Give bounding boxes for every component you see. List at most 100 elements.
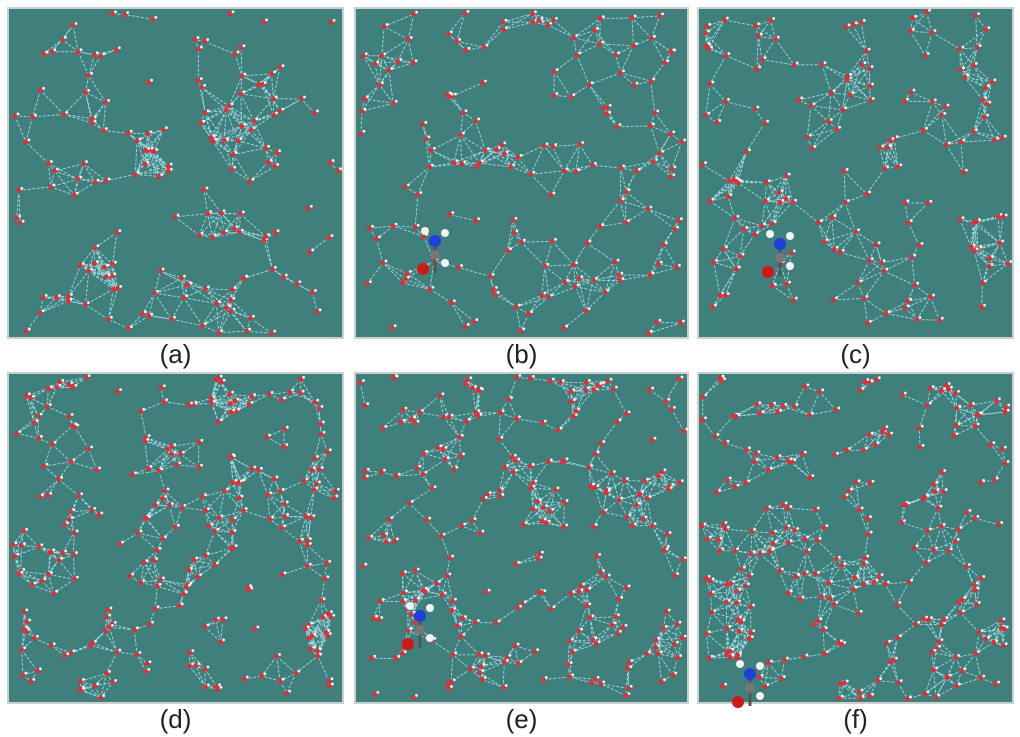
hydrogen-atom [708, 630, 711, 633]
hydrogen-atom [904, 392, 907, 395]
hydrogen-atom [256, 626, 259, 629]
hydrogen-atom [846, 680, 849, 683]
hydrogen-atom [149, 130, 152, 133]
hydrogen-atom [629, 514, 632, 517]
hydrogen-atom [409, 270, 412, 273]
hydrogen-atom [234, 516, 237, 519]
hydrogen-atom [840, 639, 843, 642]
hydrogen-atom [938, 694, 941, 697]
hydrogen-atom [835, 601, 838, 604]
hydrogen-atom [766, 683, 769, 686]
hydrogen-atom [556, 68, 559, 71]
hydrogen-atom [231, 103, 234, 106]
hydrogen-atom [459, 622, 462, 625]
hydrogen-atom [609, 104, 612, 107]
hydrogen-atom [808, 548, 811, 551]
hydrogen-atom [546, 263, 549, 266]
hydrogen-atom [385, 532, 388, 535]
hydrogen-atom [190, 567, 193, 570]
hydrogen-atom [16, 553, 19, 556]
nitrogen-atom [429, 235, 441, 247]
hydrogen-atom [94, 120, 97, 123]
hydrogen-atom [666, 547, 669, 550]
hydrogen-atom [518, 374, 521, 377]
hydrogen-atom [198, 662, 201, 665]
hydrogen-atom [462, 132, 465, 135]
hydrogen-atom [1004, 446, 1007, 449]
hydrogen-atom [40, 413, 43, 416]
hydrogen-atom [629, 665, 632, 668]
hydrogen-atom [871, 432, 874, 435]
hydrogen-atom [786, 262, 794, 270]
hydrogen-atom [80, 48, 83, 51]
hydrogen-atom [935, 546, 938, 549]
hydrogen-atom [572, 93, 575, 96]
hydrogen-atom [777, 36, 780, 39]
hydrogen-atom [66, 522, 69, 525]
hydrogen-atom [461, 434, 464, 437]
hydrogen-atom [108, 177, 111, 180]
hydrogen-atom [555, 17, 558, 20]
hydrogen-atom [927, 52, 930, 55]
hydrogen-atom [811, 412, 814, 415]
hydrogen-atom [962, 66, 965, 69]
hydrogen-atom [267, 233, 270, 236]
hydrogen-atom [876, 579, 879, 582]
hydrogen-atom [467, 323, 470, 326]
hydrogen-atom [738, 600, 741, 603]
hydrogen-atom [679, 654, 682, 657]
hydrogen-atom [54, 441, 57, 444]
hydrogen-atom [565, 523, 568, 526]
hydrogen-atom [362, 379, 365, 382]
hydrogen-atom [937, 488, 940, 491]
hydrogen-atom [50, 385, 53, 388]
hydrogen-atom [973, 243, 976, 246]
hydrogen-atom [64, 550, 67, 553]
hydrogen-atom [468, 47, 471, 50]
hydrogen-atom [871, 693, 874, 696]
hydrogen-atom [454, 651, 457, 654]
hydrogen-atom [793, 249, 796, 252]
hydrogen-atom [916, 544, 919, 547]
hydrogen-atom [578, 52, 581, 55]
hydrogen-atom [407, 184, 410, 187]
hydrogen-atom [860, 280, 863, 283]
hydrogen-atom [962, 216, 965, 219]
hydrogen-atom [835, 296, 838, 299]
hydrogen-atom [925, 616, 928, 619]
hydrogen-atom [812, 474, 815, 477]
hydrogen-atom [553, 605, 556, 608]
hydrogen-atom [715, 259, 718, 262]
hydrogen-atom [73, 458, 76, 461]
hydrogen-atom [282, 488, 285, 491]
hydrogen-atom [506, 659, 509, 662]
hydrogen-atom [817, 571, 820, 574]
hydrogen-atom [200, 464, 203, 467]
hydrogen-atom [441, 259, 449, 267]
hydrogen-atom [323, 597, 326, 600]
hydrogen-atom [862, 387, 865, 390]
snapshot-panel [8, 373, 343, 703]
hydrogen-atom [154, 16, 157, 19]
hydrogen-atom [774, 283, 777, 286]
hydrogen-atom [319, 647, 322, 650]
hydrogen-atom [872, 97, 875, 100]
hydrogen-atom [819, 537, 822, 540]
hydrogen-atom [252, 315, 255, 318]
hydrogen-atom [596, 27, 599, 30]
hydrogen-atom [265, 18, 268, 21]
hydrogen-atom [170, 168, 173, 171]
hydrogen-atom [415, 59, 418, 62]
hydrogen-atom [314, 289, 317, 292]
hydrogen-atom [645, 516, 648, 519]
hydrogen-atom [704, 416, 707, 419]
hydrogen-atom [545, 676, 548, 679]
hydrogen-atom [588, 307, 591, 310]
hydrogen-atom [788, 173, 791, 176]
hydrogen-atom [200, 46, 203, 49]
hydrogen-atom [871, 83, 874, 86]
hydrogen-atom [428, 517, 431, 520]
hydrogen-atom [957, 390, 960, 393]
hydrogen-atom [312, 514, 315, 517]
hydrogen-atom [976, 581, 979, 584]
